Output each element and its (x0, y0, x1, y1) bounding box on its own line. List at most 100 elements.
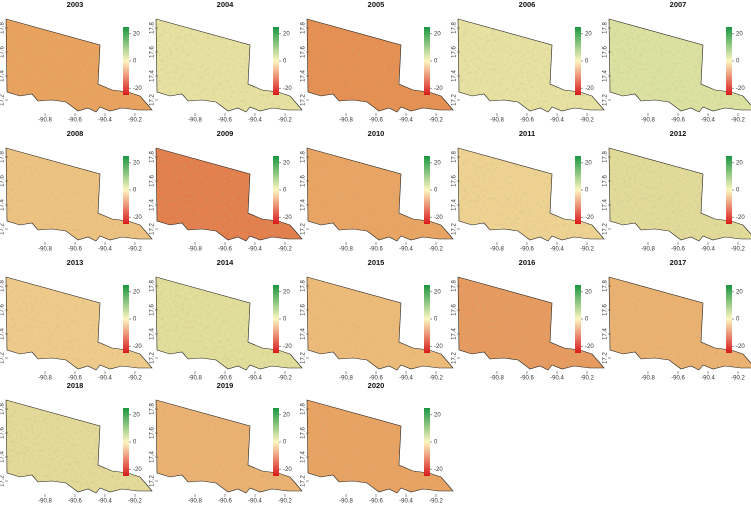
x-tick-label: -90.4 (399, 376, 413, 382)
panel-title: 2008 (67, 129, 84, 138)
x-tick-label: -90.6 (68, 376, 82, 382)
map-outline (155, 276, 303, 371)
x-tick-label: -90.4 (550, 376, 564, 382)
map-texture (307, 19, 453, 112)
colorbar-label: 20 (585, 31, 592, 37)
y-tick-label: 17.8 (150, 151, 156, 163)
x-tick-label: -90.2 (429, 118, 443, 124)
map-outline (457, 276, 605, 371)
x-tick-label: -90.6 (369, 118, 383, 124)
x-tick-label: -90.6 (218, 376, 232, 382)
x-tick-label: -90.4 (399, 247, 413, 253)
panel-title: 2018 (67, 381, 84, 390)
map-texture (156, 277, 302, 370)
x-tick-label: -90.2 (429, 376, 443, 382)
x-tick-label: -90.2 (278, 376, 292, 382)
y-tick-label: 17.4 (0, 451, 6, 463)
colorbar-label: 0 (585, 317, 589, 323)
colorbar-label: 20 (434, 160, 441, 166)
y-tick-label: 17.6 (0, 304, 6, 316)
map-texture (6, 148, 152, 241)
y-tick-label: 17.8 (603, 22, 609, 34)
colorbar-label: 0 (736, 59, 740, 65)
y-tick-label: 17.2 (603, 94, 609, 106)
colorbar-label: 20 (133, 160, 140, 166)
panel-title: 2012 (670, 129, 687, 138)
map-outline (5, 147, 153, 242)
colorbar (123, 285, 129, 353)
y-tick-label: 17.6 (150, 46, 156, 58)
colorbar-label: 0 (133, 59, 137, 65)
colorbar-label: -20 (133, 344, 142, 350)
panel-title: 2006 (519, 0, 536, 9)
x-tick-label: -90.6 (671, 118, 685, 124)
y-tick-label: 17.4 (0, 328, 6, 340)
y-tick-label: 17.8 (0, 403, 6, 415)
x-tick-label: -90.6 (671, 247, 685, 253)
colorbar-label: 20 (283, 31, 290, 37)
y-tick-label: 17.8 (603, 151, 609, 163)
colorbar-label: 0 (434, 188, 438, 194)
y-tick-label: 17.6 (301, 304, 307, 316)
x-tick-label: -90.8 (188, 499, 202, 505)
colorbar (273, 27, 279, 95)
colorbar-label: -20 (434, 467, 443, 473)
map-outline (306, 18, 454, 113)
y-tick-label: 17.8 (301, 22, 307, 34)
map-outline (608, 18, 751, 113)
map-texture (458, 19, 604, 112)
x-tick-label: -90.8 (38, 118, 52, 124)
panel-title: 2016 (519, 258, 536, 267)
x-tick-label: -90.4 (701, 247, 715, 253)
x-tick-label: -90.2 (128, 499, 142, 505)
panel-title: 2009 (217, 129, 234, 138)
y-tick-label: 17.8 (452, 22, 458, 34)
panel-title: 2007 (670, 0, 687, 9)
colorbar-label: 0 (133, 440, 137, 446)
y-tick-label: 17.2 (603, 223, 609, 235)
x-tick-label: -90.8 (188, 376, 202, 382)
x-tick-label: -90.8 (188, 247, 202, 253)
x-tick-label: -90.4 (550, 118, 564, 124)
x-tick-label: -90.2 (429, 499, 443, 505)
colorbar (726, 285, 732, 353)
y-tick-label: 17.6 (150, 175, 156, 187)
x-tick-label: -90.6 (520, 118, 534, 124)
y-tick-label: 17.4 (0, 199, 6, 211)
colorbar (424, 156, 430, 224)
panel-title: 2020 (368, 381, 385, 390)
colorbar-label: 0 (283, 59, 287, 65)
map-panel: 2009 -90.8 -90.6 -90.4 -90.2 17.2 17.4 17.6 17.8… (150, 129, 303, 253)
colorbar-label: 0 (434, 59, 438, 65)
colorbar-label: 0 (736, 317, 740, 323)
colorbar-label: -20 (736, 215, 745, 221)
colorbar (424, 27, 430, 95)
y-tick-label: 17.4 (150, 451, 156, 463)
colorbar-label: 20 (283, 412, 290, 418)
x-tick-label: -90.4 (399, 499, 413, 505)
map-texture (609, 148, 751, 241)
map-panel: 2017 -90.8 -90.6 -90.4 -90.2 17.2 17.4 17.6 17.8… (603, 258, 751, 382)
x-tick-label: -90.4 (701, 118, 715, 124)
y-tick-label: 17.2 (150, 94, 156, 106)
map-panel: 2020 -90.8 -90.6 -90.4 -90.2 17.2 17.4 17.6 17.8… (301, 381, 454, 505)
map-texture (458, 148, 604, 241)
map-panel: 2003 -90.8 -90.6 -90.4 -90.2 17.2 17.4 17.6 17.8… (0, 0, 153, 124)
y-tick-label: 17.4 (301, 328, 307, 340)
x-tick-label: -90.8 (339, 118, 353, 124)
colorbar (273, 156, 279, 224)
map-texture (6, 19, 152, 112)
map-texture (458, 277, 604, 370)
x-tick-label: -90.2 (580, 376, 594, 382)
y-tick-label: 17.8 (0, 280, 6, 292)
panel-title: 2017 (670, 258, 687, 267)
y-tick-label: 17.8 (301, 280, 307, 292)
y-tick-label: 17.4 (603, 70, 609, 82)
x-tick-label: -90.6 (369, 376, 383, 382)
x-tick-label: -90.4 (248, 247, 262, 253)
y-tick-label: 17.6 (150, 304, 156, 316)
x-tick-label: -90.2 (731, 118, 745, 124)
y-tick-label: 17.6 (0, 46, 6, 58)
colorbar-label: 20 (434, 412, 441, 418)
y-tick-label: 17.6 (452, 46, 458, 58)
